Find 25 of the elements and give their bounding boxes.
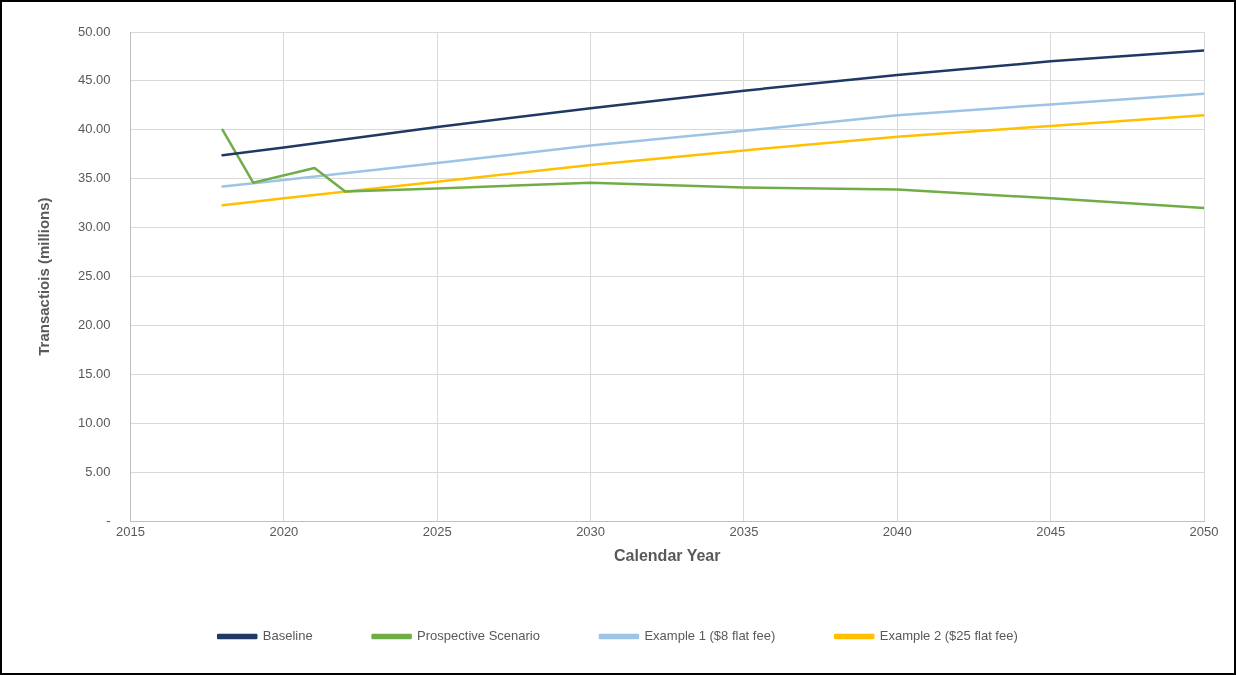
- legend-label: Example 2 ($25 flat fee): [879, 628, 1018, 644]
- x-tick-label: 2050: [1189, 523, 1219, 539]
- y-tick-label: 25.00: [77, 268, 111, 284]
- x-axis-title: Calendar Year: [614, 546, 721, 564]
- y-tick-label: 30.00: [77, 219, 111, 235]
- y-tick-label: 10.00: [77, 414, 111, 430]
- y-tick-label: 40.00: [77, 121, 111, 137]
- y-tick-label: 15.00: [77, 366, 111, 382]
- x-tick-label: 2040: [882, 523, 912, 539]
- y-tick-label: -: [106, 512, 111, 528]
- y-tick-label: 5.00: [85, 463, 111, 479]
- x-tick-label: 2035: [729, 523, 759, 539]
- legend-label: Baseline: [262, 628, 313, 644]
- legend-label: Example 1 ($8 flat fee): [644, 628, 776, 644]
- x-tick-label: 2015: [116, 523, 145, 539]
- y-tick-label: 35.00: [77, 170, 111, 186]
- x-tick-label: 2020: [269, 523, 299, 539]
- y-tick-label: 45.00: [77, 72, 111, 88]
- y-tick-label: 50.00: [77, 23, 111, 39]
- y-tick-label: 20.00: [77, 317, 111, 333]
- y-axis-title: Transactiois (millions): [35, 197, 53, 356]
- legend-label: Prospective Scenario: [417, 628, 540, 644]
- x-tick-label: 2045: [1036, 523, 1066, 539]
- x-tick-label: 2030: [576, 523, 606, 539]
- x-tick-label: 2025: [422, 523, 452, 539]
